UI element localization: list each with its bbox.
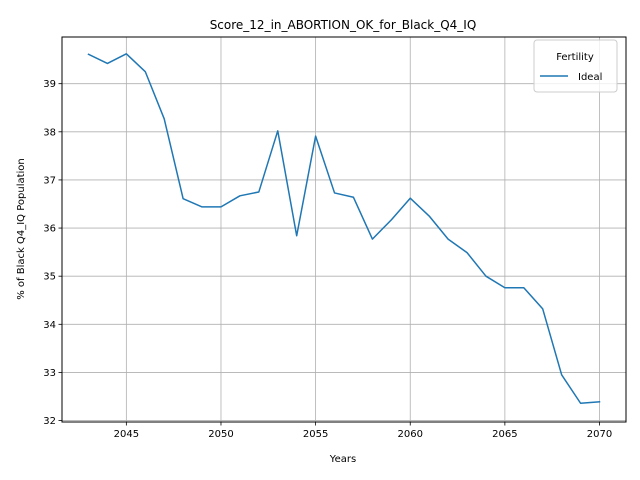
y-tick-label: 32 <box>43 416 56 427</box>
x-axis: 2045 2050 2055 2060 2065 2070 <box>114 422 612 440</box>
grid <box>62 37 626 422</box>
x-axis-label: Years <box>329 454 356 465</box>
legend: Fertility Ideal <box>533 39 618 93</box>
y-axis: 32 33 34 35 36 37 38 39 <box>43 79 62 427</box>
legend-title: Fertility <box>556 52 594 63</box>
y-tick-label: 39 <box>43 79 56 90</box>
legend-box <box>533 39 618 93</box>
y-axis-label: % of Black Q4_IQ Population <box>16 158 27 300</box>
y-tick-label: 35 <box>43 272 56 283</box>
x-tick-label: 2055 <box>303 429 328 440</box>
x-tick-label: 2070 <box>587 429 612 440</box>
series-line-ideal <box>87 53 601 404</box>
y-tick-label: 36 <box>43 224 56 235</box>
x-tick-label: 2060 <box>398 429 423 440</box>
legend-label-ideal: Ideal <box>578 72 602 83</box>
y-tick-label: 33 <box>43 368 56 379</box>
y-tick-label: 34 <box>43 320 56 331</box>
x-tick-label: 2045 <box>114 429 139 440</box>
chart-title: Score_12_in_ABORTION_OK_for_Black_Q4_IQ <box>210 18 477 32</box>
y-tick-label: 38 <box>43 127 56 138</box>
x-tick-label: 2050 <box>208 429 233 440</box>
series-layer <box>87 53 601 404</box>
y-tick-label: 37 <box>43 175 56 186</box>
plot-frame <box>61 36 627 423</box>
x-tick-label: 2065 <box>492 429 517 440</box>
